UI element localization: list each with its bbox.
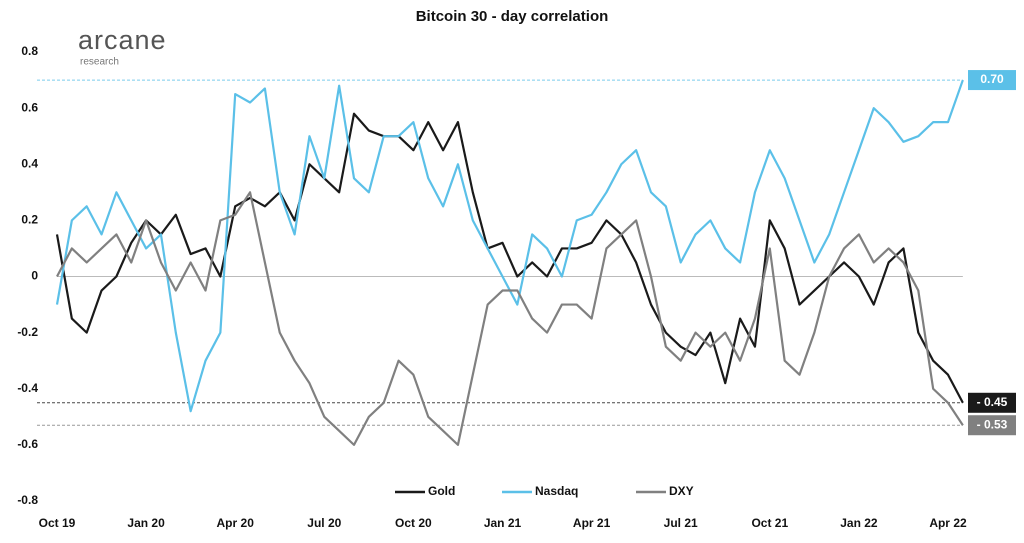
x-tick-label: Jul 21 bbox=[664, 516, 698, 530]
y-tick-label: -0.2 bbox=[17, 325, 38, 339]
y-tick-label: -0.4 bbox=[17, 381, 38, 395]
y-tick-label: 0.2 bbox=[21, 213, 38, 227]
y-tick-label: 0.6 bbox=[21, 100, 38, 114]
y-tick-label: 0.4 bbox=[21, 156, 38, 170]
y-tick-label: -0.8 bbox=[17, 493, 38, 507]
legend-label: Nasdaq bbox=[535, 484, 578, 498]
series-line bbox=[56, 191, 964, 446]
end-label-box bbox=[968, 415, 1016, 436]
x-tick-label: Oct 21 bbox=[751, 516, 788, 530]
x-tick-label: Oct 19 bbox=[39, 516, 76, 530]
x-tick-label: Apr 20 bbox=[217, 516, 255, 530]
y-tick-label: -0.6 bbox=[17, 437, 38, 451]
end-label: 0.70 bbox=[980, 72, 1004, 86]
legend-label: Gold bbox=[428, 484, 455, 498]
series-line bbox=[55, 112, 964, 404]
y-tick-label: 0 bbox=[31, 269, 38, 283]
end-label-box bbox=[968, 392, 1016, 413]
x-tick-label: Jan 20 bbox=[127, 516, 165, 530]
end-label: - 0.45 bbox=[977, 395, 1008, 409]
x-tick-label: Jan 22 bbox=[840, 516, 878, 530]
x-tick-label: Jul 20 bbox=[307, 516, 341, 530]
chart-title: Bitcoin 30 - day correlation bbox=[416, 8, 609, 25]
x-tick-label: Jan 21 bbox=[484, 516, 522, 530]
x-tick-label: Apr 22 bbox=[929, 516, 967, 530]
x-tick-label: Oct 20 bbox=[395, 516, 432, 530]
series-line bbox=[55, 79, 964, 413]
end-label-box bbox=[968, 70, 1016, 91]
legend-label: DXY bbox=[669, 484, 694, 498]
logo-sub: research bbox=[80, 57, 119, 68]
x-tick-label: Apr 21 bbox=[573, 516, 611, 530]
end-label: - 0.53 bbox=[977, 417, 1008, 431]
y-tick-label: 0.8 bbox=[21, 44, 38, 58]
logo: arcane bbox=[78, 25, 167, 55]
